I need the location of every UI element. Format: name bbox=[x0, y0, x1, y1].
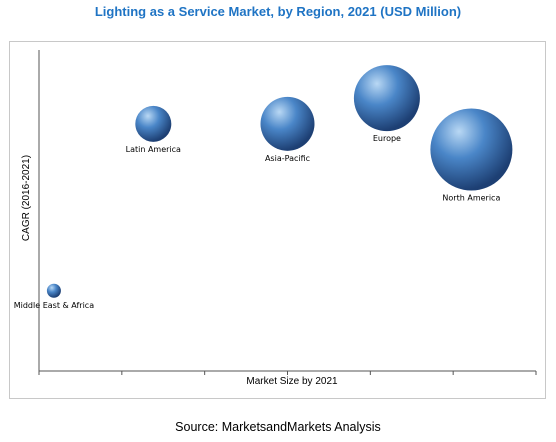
bubble-label: Asia-Pacific bbox=[265, 154, 310, 163]
axes bbox=[38, 50, 537, 375]
bubble-asia-pacific bbox=[260, 96, 315, 151]
source-note: Source: MarketsandMarkets Analysis bbox=[175, 420, 381, 434]
x-axis-label: Market Size by 2021 bbox=[246, 376, 338, 387]
bubble-europe bbox=[353, 65, 420, 132]
bubble-labels: Latin America Asia-Pacific Europe North Ame… bbox=[14, 134, 501, 310]
bubble-label: North America bbox=[442, 194, 500, 203]
bubbles bbox=[46, 65, 513, 298]
bubble-north-america bbox=[430, 108, 513, 191]
bubble-middle-east-africa bbox=[46, 283, 61, 298]
bubble-label: Latin America bbox=[126, 145, 181, 154]
bubble-latin-america bbox=[135, 105, 172, 142]
y-axis-label: CAGR (2016-2021) bbox=[21, 155, 32, 241]
bubble-label: Middle East & Africa bbox=[14, 301, 94, 310]
bubble-label: Europe bbox=[373, 134, 401, 143]
chart-title: Lighting as a Service Market, by Region,… bbox=[94, 4, 462, 19]
chart-frame bbox=[9, 41, 546, 399]
